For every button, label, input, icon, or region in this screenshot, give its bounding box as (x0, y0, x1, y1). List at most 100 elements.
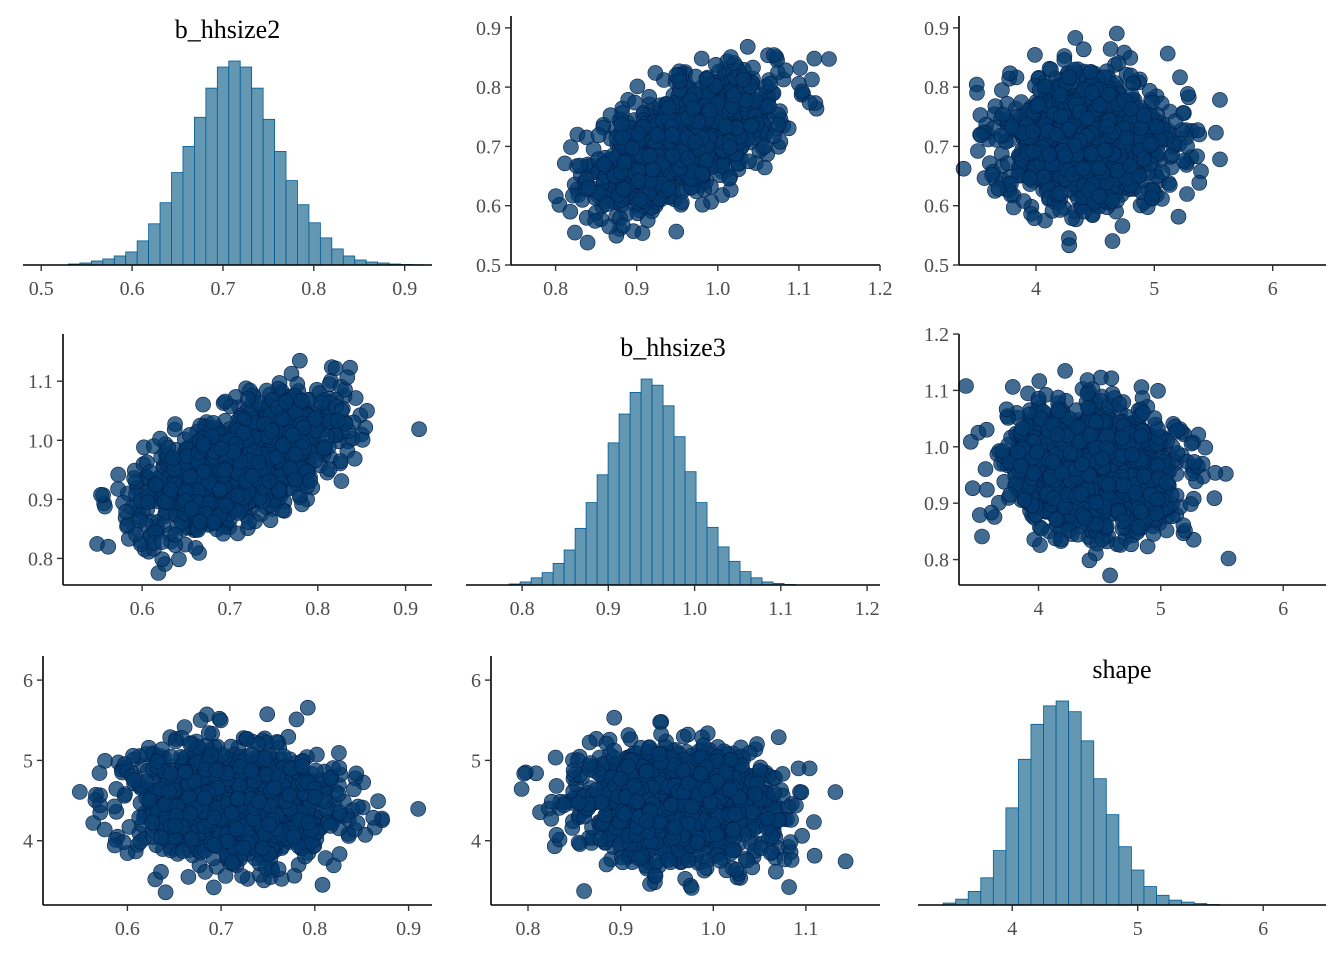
x-tick-label: 0.9 (624, 278, 649, 300)
scatter-point (1101, 87, 1118, 103)
scatter-point (722, 139, 738, 155)
scatter-point (999, 155, 1016, 171)
hist-bar (530, 577, 543, 586)
scatter-point (1049, 127, 1065, 143)
scatter-point (196, 463, 212, 480)
hist-bar (651, 384, 664, 586)
hist-bar (113, 255, 127, 266)
y-tick-label: 0.5 (476, 255, 501, 277)
scatter-points (547, 38, 837, 251)
scatter-point (1004, 379, 1021, 395)
scatter-point (664, 127, 680, 143)
scatter-point (195, 436, 212, 452)
scatter-point (1031, 373, 1048, 389)
scatter-point (698, 71, 715, 87)
scatter-point (701, 103, 718, 119)
y-tick-label: 0.6 (476, 196, 501, 218)
scatter-point (1084, 84, 1101, 101)
hist-bar (216, 66, 230, 266)
scatter-point (777, 62, 794, 79)
scatter-point (1015, 193, 1032, 209)
scatter-points (958, 363, 1237, 584)
scatter-point (756, 159, 773, 176)
scatter-point (182, 468, 198, 485)
scatter-point (739, 38, 756, 55)
x-tick-label: 0.8 (301, 278, 326, 300)
hist-bar (563, 549, 576, 586)
scatter-point (293, 392, 310, 409)
scatter-point (1003, 119, 1020, 135)
hist-bar (319, 237, 333, 266)
scatter-point (302, 472, 319, 489)
scatter-point (93, 486, 109, 503)
x-tick-label: 0.9 (596, 598, 621, 620)
y-tick-label: 0.8 (924, 77, 949, 99)
scatter-point (250, 454, 267, 471)
scatter-point (263, 423, 280, 439)
scatter-point (1052, 185, 1068, 201)
scatter-point (1052, 87, 1069, 103)
scatter-point (673, 194, 690, 211)
scatter-point (979, 481, 995, 498)
scatter-point (1104, 233, 1121, 249)
scatter-point (1154, 164, 1171, 180)
scatter-point (1081, 552, 1098, 569)
scatter-point (1079, 110, 1095, 127)
hist-bar (331, 248, 344, 266)
scatter-point (1091, 188, 1108, 204)
scatter-point (100, 538, 116, 555)
scatter-point (154, 551, 171, 568)
scatter-point (284, 426, 301, 443)
x-tick-label: 0.9 (392, 278, 417, 300)
x-tick-label: 1.0 (705, 278, 730, 300)
hist-bar (159, 202, 172, 266)
hist-bar (102, 258, 115, 266)
y-tick-label: 0.7 (924, 136, 949, 158)
hist-bar (136, 240, 150, 266)
x-tick-label: 1.1 (786, 278, 811, 300)
hist-bar (618, 413, 631, 586)
scatter-point (1061, 69, 1077, 85)
scatter-point (1025, 143, 1042, 160)
scatter-point (641, 89, 658, 105)
scatter-point (994, 106, 1011, 123)
scatter-point (556, 155, 573, 172)
scatter-point (735, 71, 752, 88)
scatter-point (685, 100, 702, 117)
scatter-point (596, 156, 612, 173)
y-tick-label: 0.9 (476, 18, 501, 40)
scatter-point (1180, 86, 1196, 102)
scatter-point (977, 461, 994, 477)
scatter-point (645, 161, 661, 178)
scatter-point (679, 150, 696, 167)
scatter-point (1172, 69, 1188, 86)
scatter-point (632, 191, 649, 208)
scatter-points (955, 25, 1228, 254)
x-tick-label: 1.1 (768, 598, 793, 620)
scatter-point (766, 47, 782, 63)
scatter-point (1220, 550, 1237, 567)
scatter-point (664, 147, 681, 164)
scatter-point (1056, 52, 1073, 68)
y-tick-label: 0.8 (28, 548, 53, 570)
hist-bar (297, 204, 310, 266)
scatter-point (725, 87, 742, 103)
scatter-point (703, 194, 719, 210)
scatter-point (229, 525, 246, 542)
x-tick-label: 0.8 (305, 598, 330, 620)
scatter-point (1212, 151, 1228, 168)
scatter-point (687, 134, 704, 150)
hist-bar (662, 405, 675, 586)
panel-title: b_hhsize3 (620, 333, 725, 362)
hist-bar (629, 391, 642, 586)
hist-bar (342, 255, 356, 266)
scatter-point (217, 393, 233, 410)
scatter-point (770, 116, 787, 133)
scatter-point (261, 473, 278, 490)
scatter-point (647, 65, 664, 81)
scatter-point (660, 99, 677, 116)
hist-bar (574, 527, 587, 586)
scatter-point (641, 147, 658, 164)
scatter-point (1207, 464, 1224, 481)
